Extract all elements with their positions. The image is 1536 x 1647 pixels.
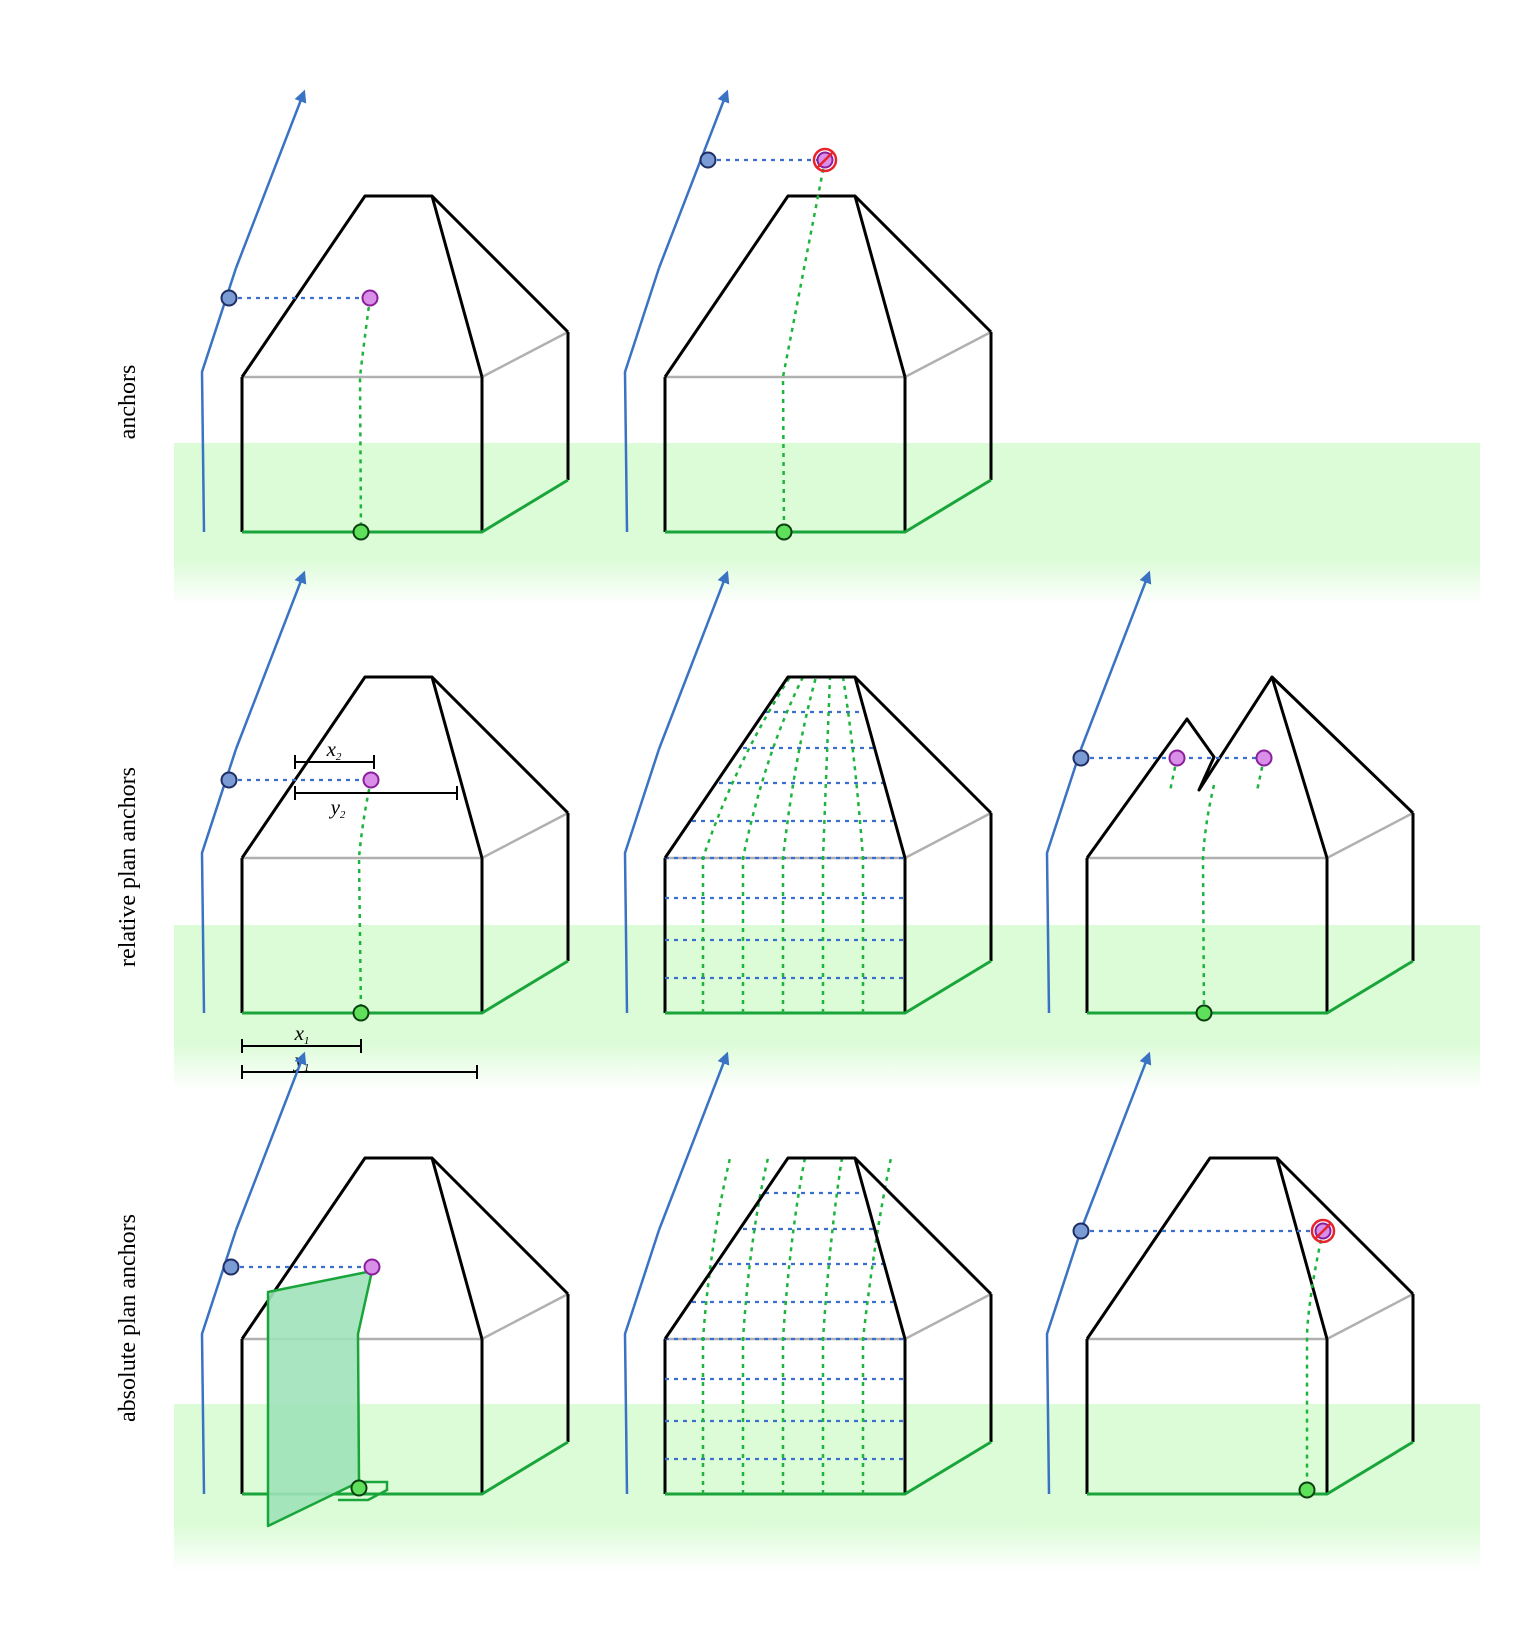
height-anchor-point: [699, 151, 717, 169]
plan-anchor-point: [362, 771, 380, 789]
panel-anchors-1: [202, 92, 570, 541]
roof-hip-edge: [430, 1156, 570, 1296]
roof-outline: [240, 675, 484, 859]
roof-hip-edge: [430, 675, 570, 815]
panel-absolute-3: [1047, 1054, 1415, 1499]
panel-relative-3: [1047, 573, 1415, 1022]
roof-outline: [240, 194, 484, 378]
plan-anchor-point: [363, 1258, 381, 1276]
panel-relative-2: [625, 573, 993, 1015]
plan-anchor-point: [361, 289, 379, 307]
height-anchor-point: [1072, 1222, 1090, 1240]
ground-anchor-point: [350, 1479, 368, 1497]
anchor-grid-horizontal: [665, 710, 905, 980]
dimension-label-y1: y: [293, 1048, 305, 1072]
dimension-x2: x2: [294, 737, 375, 769]
ground-band-row2: [174, 925, 1480, 1090]
plan-anchor-point-left: [1168, 749, 1186, 767]
plan-projection-line: [781, 159, 827, 533]
plan-projection-line: [1201, 784, 1216, 1014]
panel-anchors-2: [625, 92, 993, 541]
ground-anchor-point: [352, 1004, 370, 1022]
height-anchor-point: [220, 289, 238, 307]
dimension-y2: y2: [294, 786, 458, 821]
svg-text:y1: y1: [293, 1048, 310, 1074]
height-anchor-point: [222, 1258, 240, 1276]
panel-relative-1: x2 y2 x1 y1: [202, 573, 570, 1079]
ground-anchor-point: [1298, 1481, 1316, 1499]
roof-outline: [663, 675, 907, 859]
row-label-anchors: anchors: [115, 365, 141, 440]
anchor-grid-vertical: [701, 1157, 893, 1494]
roof-hip-edge: [853, 194, 993, 334]
svg-text:x2: x2: [326, 737, 342, 763]
plan-projection-line: [1305, 1230, 1325, 1490]
dimension-label-x2: x: [326, 737, 337, 761]
roof-outline: [1085, 1156, 1329, 1340]
plan-projection-line-left: [1168, 757, 1179, 792]
roof-outline: [240, 1156, 484, 1340]
dimension-label-y2: y: [329, 795, 341, 819]
plan-projection-line: [358, 297, 372, 533]
dimension-label-x1: x: [294, 1021, 305, 1045]
ground-band-row1: [174, 443, 1480, 605]
ground-band-row3: [174, 1404, 1480, 1572]
panel-absolute-2: [625, 1054, 993, 1496]
plan-anchor-point-right: [1255, 749, 1273, 767]
plan-projection-line-right: [1255, 757, 1266, 792]
ground-anchor-point: [352, 523, 370, 541]
plan-projection-line: [357, 779, 373, 1014]
anchor-grid-vertical: [701, 676, 865, 1013]
height-anchor-point: [1072, 749, 1090, 767]
roof-outline: [663, 1156, 907, 1340]
ground-anchor-point: [1195, 1004, 1213, 1022]
ground-anchor-point: [775, 523, 793, 541]
anchor-region-plane: [266, 1269, 374, 1528]
row-label-relative-plan-anchors: relative plan anchors: [115, 767, 141, 967]
row-label-absolute-plan-anchors: absolute plan anchors: [115, 1214, 141, 1422]
roof-hip-edge: [1270, 675, 1415, 815]
roof-outline: [1085, 675, 1329, 859]
dimension-y1: y1: [241, 1048, 478, 1079]
prohibited-icon: [1310, 1218, 1336, 1244]
roof-hip-edge: [1275, 1156, 1415, 1296]
dimension-x1: x1: [241, 1021, 362, 1053]
svg-text:x1: x1: [294, 1021, 310, 1047]
panel-absolute-1: [202, 1054, 570, 1528]
prohibited-icon: [812, 147, 838, 173]
roof-outline: [663, 194, 907, 378]
svg-text:y2: y2: [329, 795, 346, 821]
anchor-region-footprint: [338, 1480, 389, 1502]
roof-hip-edge: [430, 194, 570, 334]
anchor-grid-horizontal: [665, 1191, 905, 1461]
roof-hip-edge: [853, 1156, 993, 1296]
roof-hip-edge: [853, 675, 993, 815]
height-anchor-point: [220, 771, 238, 789]
